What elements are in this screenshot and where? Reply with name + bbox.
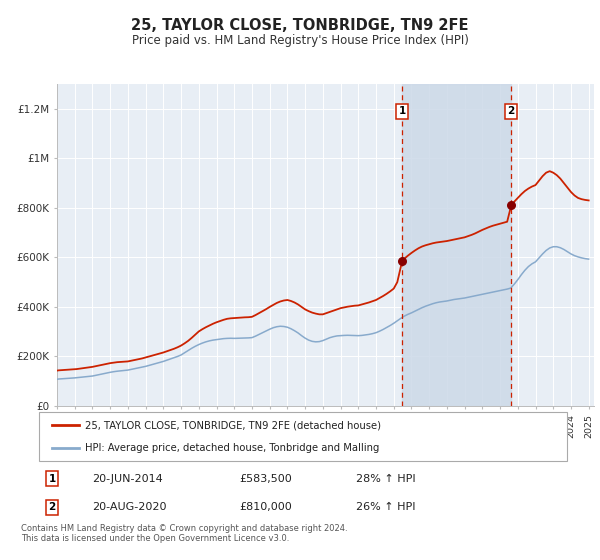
Text: 2: 2 [508,106,515,116]
Text: £810,000: £810,000 [239,502,292,512]
Text: Contains HM Land Registry data © Crown copyright and database right 2024.
This d: Contains HM Land Registry data © Crown c… [21,524,347,543]
Bar [402,84,511,406]
Text: 1: 1 [49,474,56,484]
Text: 28% ↑ HPI: 28% ↑ HPI [356,474,415,484]
Text: 20-JUN-2014: 20-JUN-2014 [92,474,163,484]
Text: 25, TAYLOR CLOSE, TONBRIDGE, TN9 2FE (detached house): 25, TAYLOR CLOSE, TONBRIDGE, TN9 2FE (de… [85,421,382,430]
Text: 20-AUG-2020: 20-AUG-2020 [92,502,166,512]
Text: £583,500: £583,500 [239,474,292,484]
Text: 2: 2 [49,502,56,512]
Text: HPI: Average price, detached house, Tonbridge and Malling: HPI: Average price, detached house, Tonb… [85,443,380,452]
Point [397,257,407,266]
Text: Price paid vs. HM Land Registry's House Price Index (HPI): Price paid vs. HM Land Registry's House … [131,34,469,46]
Text: 26% ↑ HPI: 26% ↑ HPI [356,502,415,512]
FancyBboxPatch shape [39,412,567,461]
Text: 1: 1 [398,106,406,116]
Point [506,201,516,210]
Text: 25, TAYLOR CLOSE, TONBRIDGE, TN9 2FE: 25, TAYLOR CLOSE, TONBRIDGE, TN9 2FE [131,18,469,33]
